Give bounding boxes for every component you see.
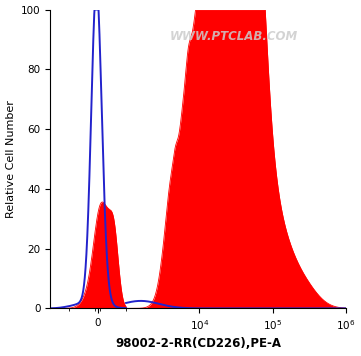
- Text: WWW.PTCLAB.COM: WWW.PTCLAB.COM: [169, 31, 298, 43]
- X-axis label: 98002-2-RR(CD226),PE-A: 98002-2-RR(CD226),PE-A: [115, 337, 281, 350]
- Y-axis label: Relative Cell Number: Relative Cell Number: [5, 100, 16, 218]
